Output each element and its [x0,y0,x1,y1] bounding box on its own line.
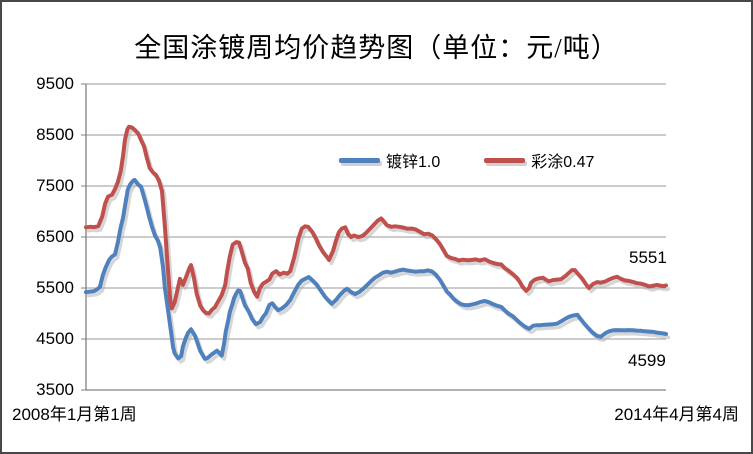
y-axis-tick-label: 3500 [36,380,74,399]
y-axis-tick-label: 7500 [36,176,74,195]
legend-label: 镀锌1.0 [386,154,441,171]
y-axis-tick-label: 9500 [36,74,74,93]
y-axis-tick-label: 4500 [36,329,74,348]
series-line-color-coated [84,124,668,316]
legend: 镀锌1.0 彩涂0.47 [339,148,594,172]
legend-line-swatch [339,157,380,163]
legend-item-color-coated: 彩涂0.47 [484,148,594,172]
plot-area [81,83,670,391]
legend-label: 彩涂0.47 [531,154,595,171]
series-line-shadow [86,181,670,365]
y-axis-tick-label: 8500 [36,125,74,144]
y-axis-tick-label: 6500 [36,227,74,246]
legend-item-galvanized: 镀锌1.0 [339,148,440,172]
chart-title: 全国涂镀周均价趋势图（单位：元/吨） [134,33,619,63]
end-label-color-coated: 5551 [629,248,667,267]
end-label-galvanized: 4599 [628,351,666,370]
x-axis-label-end: 2014年4月第4周 [614,405,739,424]
y-axis-tick-label: 5500 [36,278,74,297]
legend-line-swatch [484,157,526,163]
series-line-galvanized [84,177,668,361]
x-axis-label-start: 2008年1月第1周 [12,405,137,424]
